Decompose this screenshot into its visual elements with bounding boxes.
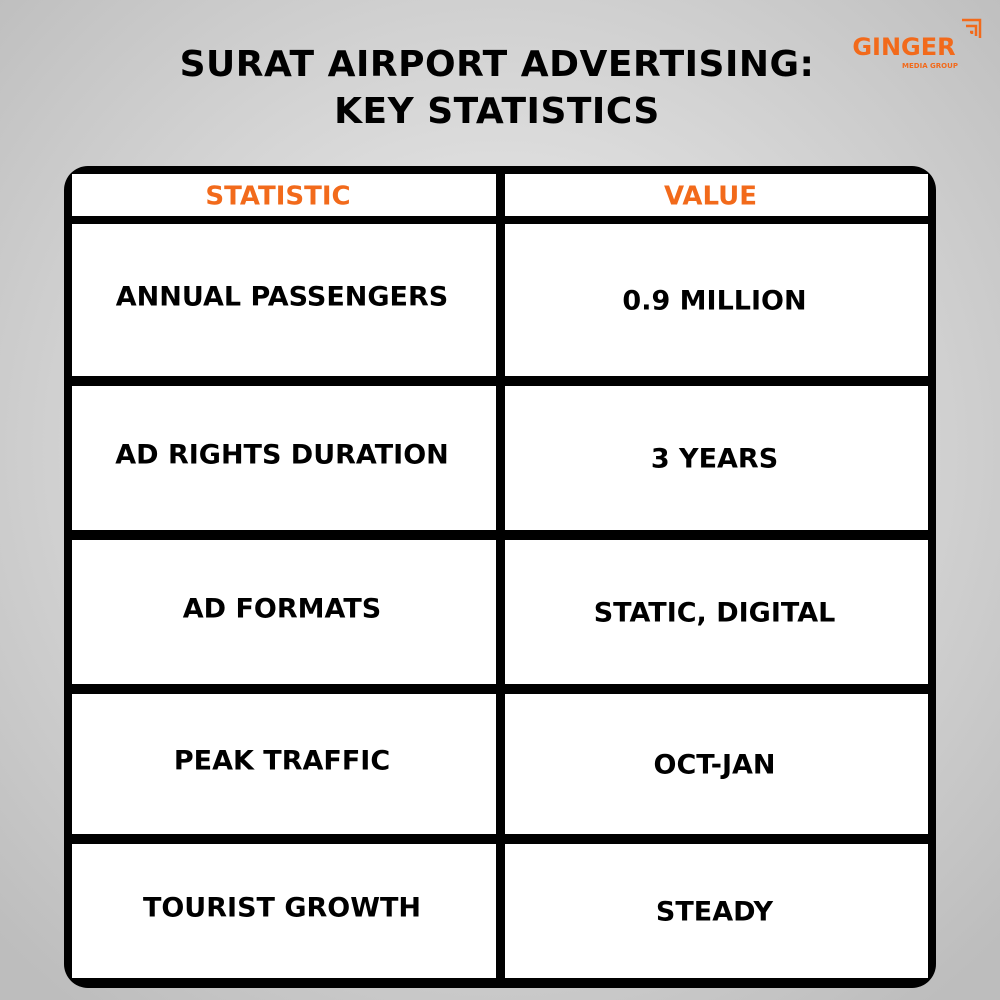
table-cell xyxy=(505,540,928,684)
table-cell xyxy=(505,694,928,834)
column-header: STATISTIC xyxy=(205,182,350,212)
logo-name: GINGER xyxy=(852,33,955,61)
logo-tagline: MEDIA GROUP xyxy=(902,62,958,70)
cell-text: 0.9 MILLION xyxy=(622,286,806,317)
table-cell xyxy=(72,694,496,834)
table-cell xyxy=(72,540,496,684)
cell-text: AD FORMATS xyxy=(183,594,381,625)
cell-text: PEAK TRAFFIC xyxy=(174,746,390,777)
cell-text: TOURIST GROWTH xyxy=(143,893,421,924)
table-cell xyxy=(72,386,496,530)
cell-text: OCT-JAN xyxy=(654,750,776,781)
table: STATISTIC VALUE ANNUAL PASSENGERS 0.9 MILLI… xyxy=(72,174,928,978)
logo: GINGER MEDIA GROUP xyxy=(852,18,982,70)
table-cell xyxy=(72,224,496,376)
table-cell xyxy=(72,844,496,978)
cell-text: ANNUAL PASSENGERS xyxy=(116,282,448,313)
logo-icon xyxy=(962,18,982,38)
cell-text: AD RIGHTS DURATION xyxy=(115,440,449,471)
table-cell xyxy=(505,386,928,530)
table-cell xyxy=(505,224,928,376)
header-cell xyxy=(72,174,496,216)
cell-text: 3 YEARS xyxy=(651,444,778,475)
table-cell xyxy=(505,844,928,978)
title-line: KEY STATISTICS xyxy=(334,91,660,132)
column-header: VALUE xyxy=(664,182,757,212)
cell-text: STATIC, DIGITAL xyxy=(594,598,836,629)
header-cell xyxy=(505,174,928,216)
title-line: SURAT AIRPORT ADVERTISING: xyxy=(180,44,815,85)
cell-text: STEADY xyxy=(656,897,774,928)
